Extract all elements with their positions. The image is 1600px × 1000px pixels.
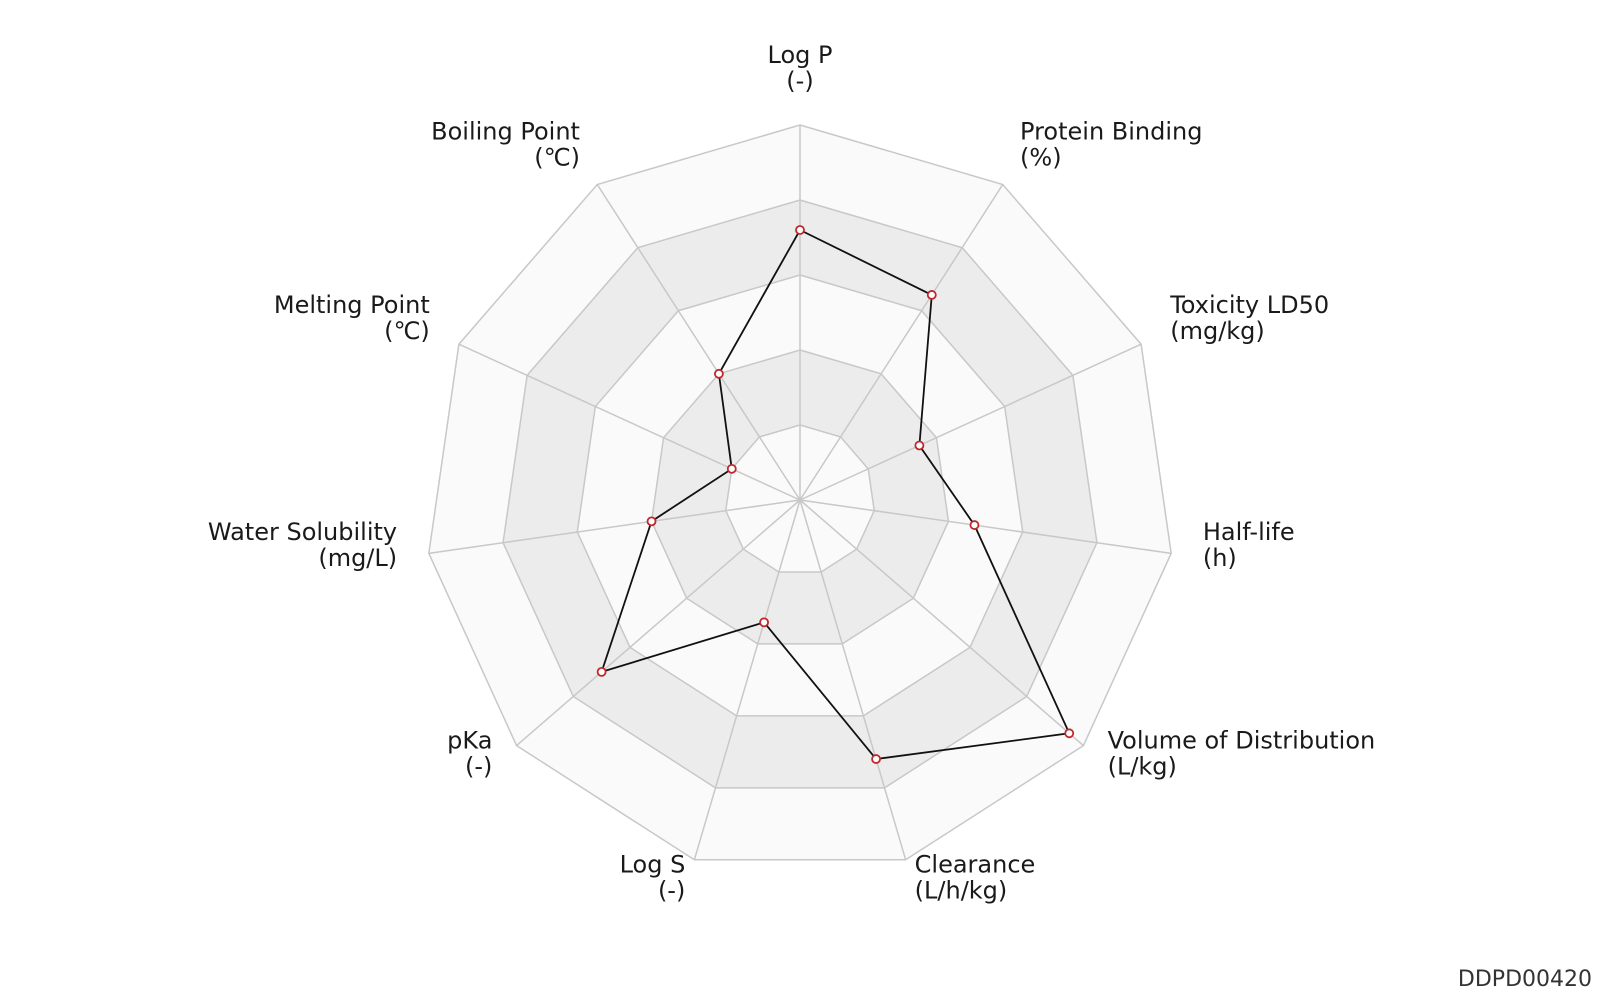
axis-spoke <box>428 499 801 555</box>
axis-name: Melting Point <box>274 291 430 319</box>
axis-spoke <box>799 499 1172 555</box>
data-point <box>726 463 737 474</box>
axis-unit: (h) <box>1203 544 1237 572</box>
axis-label-protein-binding: Protein Binding (%) <box>1020 118 1202 172</box>
axis-name: Half-life <box>1203 518 1295 546</box>
data-series-line <box>600 228 1071 761</box>
data-point <box>914 440 925 451</box>
axis-unit: (mg/kg) <box>1170 317 1265 345</box>
axis-label-melting-point: Melting Point (℃) <box>274 291 430 345</box>
axis-unit: (-) <box>658 877 685 905</box>
axis-unit: (L/kg) <box>1108 753 1177 781</box>
axis-label-boiling-point: Boiling Point (℃) <box>431 118 580 172</box>
data-point <box>871 754 881 764</box>
axis-label-half-life: Half-life (h) <box>1203 518 1295 572</box>
axis-unit: (mg/L) <box>318 544 397 572</box>
axis-name: Log P <box>768 41 833 69</box>
axis-name: Volume of Distribution <box>1108 727 1376 755</box>
axis-name: Toxicity LD50 <box>1169 291 1329 319</box>
axis-unit: (-) <box>786 67 813 95</box>
axis-unit: (%) <box>1020 144 1062 172</box>
chart-id-label: DDPD00420 <box>1457 967 1592 992</box>
axis-name: Log S <box>620 851 686 879</box>
axis-spoke <box>693 499 801 861</box>
axis-spoke <box>799 343 1142 501</box>
axis-label-log-s: Log S (-) <box>620 851 686 905</box>
axis-name: Clearance <box>915 851 1036 879</box>
axis-unit: (℃) <box>384 317 430 345</box>
data-point <box>596 667 607 677</box>
axis-label-toxicity-ld50: Toxicity LD50 (mg/kg) <box>1169 291 1329 345</box>
axis-label-clearance: Clearance (L/h/kg) <box>915 851 1036 905</box>
axis-label-volume-of-distribution: Volume of Distribution (L/kg) <box>1108 727 1376 781</box>
axis-name: Boiling Point <box>431 118 580 146</box>
axis-name: Protein Binding <box>1020 118 1202 146</box>
axis-spoke <box>458 343 801 501</box>
axis-spoke <box>596 184 801 501</box>
data-point <box>926 290 937 300</box>
axis-name: Water Solubility <box>208 518 397 546</box>
axis-spoke <box>799 499 907 861</box>
data-point <box>714 368 724 379</box>
axis-unit: (℃) <box>534 144 580 172</box>
data-point <box>795 225 805 235</box>
axis-spoke <box>799 499 1084 747</box>
axis-spoke <box>516 499 801 747</box>
axis-unit: (L/h/kg) <box>915 877 1008 905</box>
axis-label-pka: pKa (-) <box>447 727 492 781</box>
axis-label-log-p: Log P (-) <box>768 41 833 95</box>
axis-name: pKa <box>447 727 492 755</box>
data-point <box>759 617 769 628</box>
data-point <box>969 520 980 530</box>
data-point <box>1064 728 1075 739</box>
data-point <box>646 516 657 527</box>
axis-spoke <box>799 184 1004 501</box>
axis-unit: (-) <box>465 753 492 781</box>
axis-label-water-solubility: Water Solubility (mg/L) <box>208 518 397 572</box>
